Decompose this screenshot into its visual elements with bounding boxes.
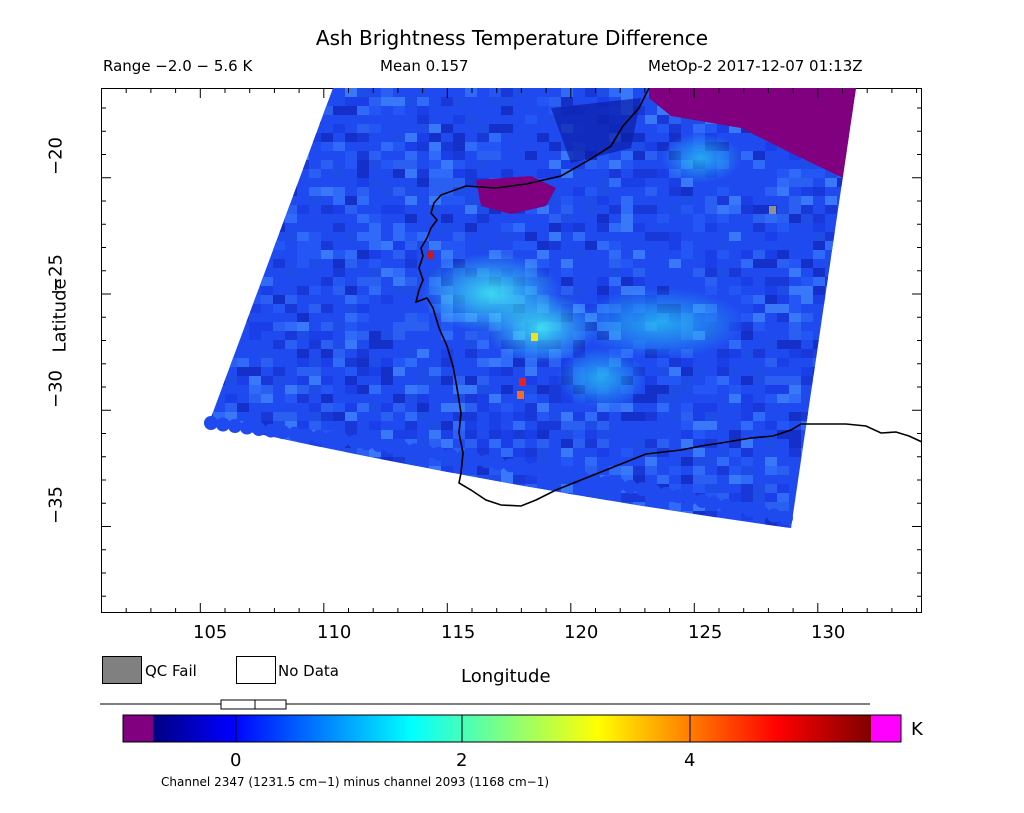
satellite-time-label: MetOp-2 2017-12-07 01:13Z — [648, 57, 863, 75]
coastline — [414, 88, 923, 507]
y-tick-label: −20 — [45, 137, 67, 175]
colorbar-tick-label: 0 — [230, 750, 242, 771]
above-range-swatch — [871, 715, 901, 742]
colorbar-gradient — [153, 715, 871, 742]
no-data-label: No Data — [278, 662, 339, 680]
y-tick-label: −35 — [45, 486, 67, 524]
x-tick-label: 115 — [441, 622, 476, 643]
x-tick-label: 105 — [193, 622, 228, 643]
x-axis-title: Longitude — [461, 666, 551, 687]
channel-caption: Channel 2347 (1231.5 cm−1) minus channel… — [161, 775, 550, 789]
x-tick-label: 125 — [688, 622, 723, 643]
colorbar-tick-label: 2 — [456, 750, 468, 771]
y-tick-label: −30 — [45, 370, 67, 408]
range-label: Range −2.0 − 5.6 K — [103, 57, 253, 75]
x-tick-label: 110 — [317, 622, 352, 643]
colorbar-unit: K — [911, 719, 923, 740]
chart-title: Ash Brightness Temperature Difference — [315, 26, 709, 50]
mean-label: Mean 0.157 — [380, 57, 469, 75]
no-data-swatch — [236, 656, 276, 684]
below-range-swatch — [123, 715, 153, 742]
qc-fail-label: QC Fail — [145, 662, 197, 680]
y-axis-title: Latitude — [49, 278, 71, 353]
axis-ticks — [101, 88, 922, 613]
colorbar — [100, 699, 902, 743]
colorbar-tick-label: 4 — [684, 750, 696, 771]
map-plot — [101, 88, 923, 613]
qc-fail-swatch — [102, 656, 142, 684]
x-tick-label: 130 — [811, 622, 846, 643]
x-tick-label: 120 — [564, 622, 599, 643]
distribution-box — [220, 699, 287, 710]
